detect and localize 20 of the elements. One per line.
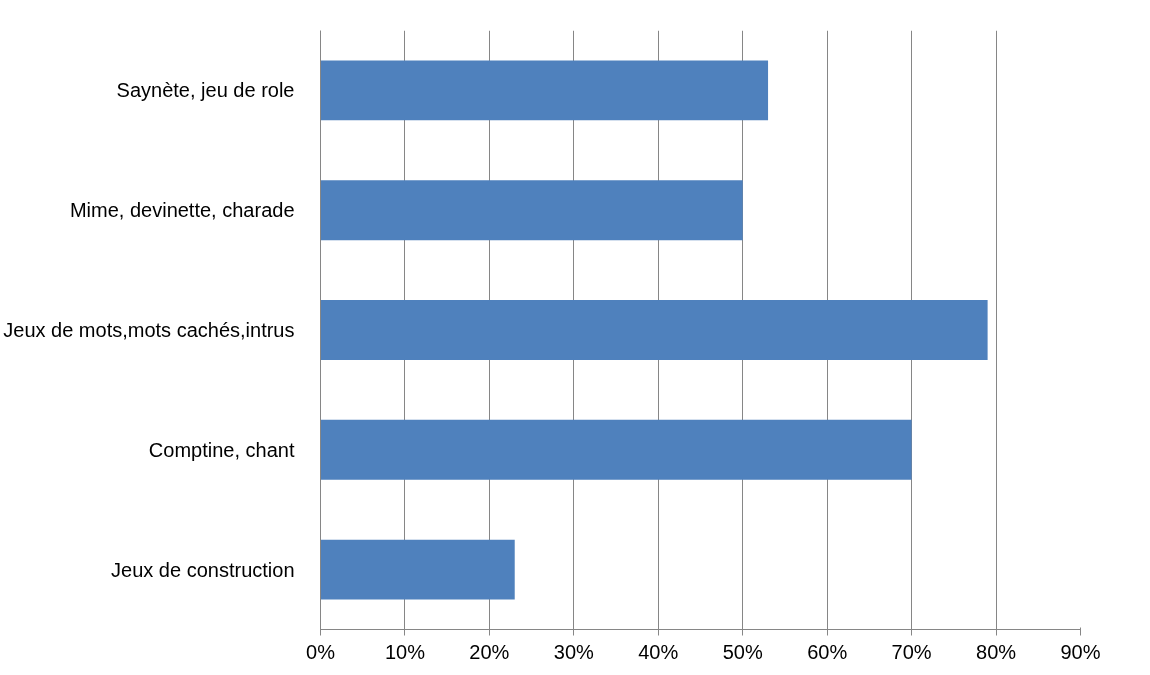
y-tick-label: Jeux de mots,mots cachés,intrus xyxy=(3,319,295,341)
x-tick-label: 60% xyxy=(807,640,848,663)
x-tick-label: 70% xyxy=(891,640,932,663)
x-tick-label: 50% xyxy=(722,640,763,663)
y-tick-label: Jeux de construction xyxy=(111,558,295,581)
bar xyxy=(320,419,912,480)
x-tick-label: 30% xyxy=(553,640,595,663)
x-tick-label: 20% xyxy=(469,640,510,663)
y-tick-label: Mime, devinette, charade xyxy=(69,199,295,222)
x-tick-label: 0% xyxy=(306,640,336,663)
x-tick-label: 10% xyxy=(384,640,426,663)
bar xyxy=(320,300,988,360)
x-tick-label: 40% xyxy=(638,640,679,663)
x-tick-label: 90% xyxy=(1060,640,1101,663)
bar xyxy=(320,539,515,600)
x-tick-label: 80% xyxy=(976,640,1017,663)
bar xyxy=(320,180,743,241)
bar xyxy=(320,60,769,121)
y-tick-label: Comptine, chant xyxy=(148,438,295,461)
y-tick-label: Saynète, jeu de role xyxy=(116,79,295,102)
